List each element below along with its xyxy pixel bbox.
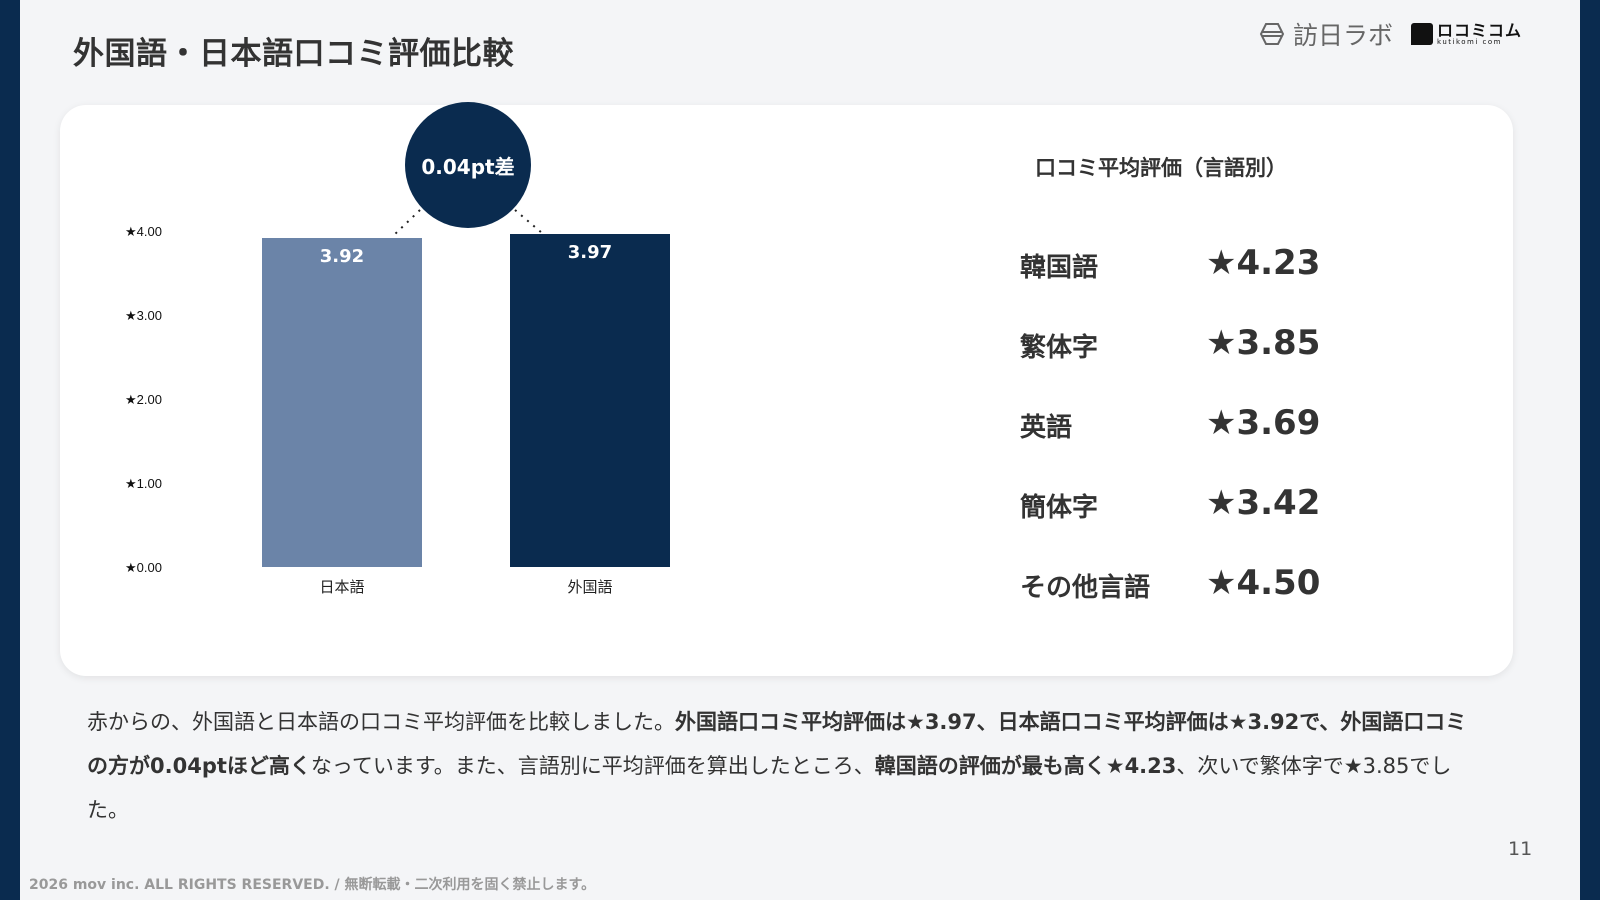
- desc-part-2: なっています。また、言語別に平均評価を算出したところ、: [310, 754, 875, 778]
- lang-score: ★3.69: [1206, 403, 1321, 443]
- desc-bold-1: 外国語口コミ平均評価は★3.97、日本語口コミ平均評価は★3.92で、外国語口コ…: [87, 710, 1467, 778]
- lang-row-other: その他言語 ★4.50: [1020, 563, 1320, 603]
- bar-value-japanese: 3.92: [319, 246, 365, 267]
- lang-row-korean: 韓国語 ★4.23: [1020, 243, 1320, 283]
- y-tick-3: ★3.00: [125, 308, 162, 323]
- x-label-japanese: 日本語: [319, 578, 365, 596]
- lang-score: ★3.42: [1206, 483, 1321, 523]
- left-frame-bar: [0, 0, 20, 900]
- page-number: 11: [1508, 838, 1533, 860]
- difference-bubble: 0.04pt差: [405, 102, 531, 228]
- lang-row-english: 英語 ★3.69: [1020, 403, 1320, 443]
- language-ratings-title: 口コミ平均評価（言語別）: [1035, 156, 1287, 180]
- lang-name: 英語: [1020, 413, 1073, 443]
- speech-bubble-icon: [1410, 23, 1433, 45]
- desc-part-3: 、次いで繁体字で★3.85でした。: [87, 754, 1452, 822]
- houjin-lab-logo: 訪日ラボ: [1259, 16, 1393, 52]
- y-tick-1: ★1.00: [125, 476, 162, 491]
- lang-score: ★4.23: [1206, 243, 1321, 283]
- x-label-foreign: 外国語: [567, 578, 613, 596]
- logo1-text: 訪日ラボ: [1292, 21, 1393, 50]
- desc-part-1: 赤からの、外国語と日本語の口コミ平均評価を比較しました。: [87, 710, 675, 734]
- desc-bold-2: 韓国語の評価が最も高く★4.23: [874, 754, 1177, 778]
- difference-text: 0.04pt差: [421, 154, 515, 179]
- copyright-footer: 2026 mov inc. ALL RIGHTS RESERVED. / 無断転…: [29, 877, 596, 893]
- logos: 訪日ラボ ロコミコム kutikomi com: [1259, 16, 1522, 52]
- description-paragraph: 赤からの、外国語と日本語の口コミ平均評価を比較しました。外国語口コミ平均評価は★…: [87, 700, 1487, 832]
- lang-score: ★4.50: [1206, 563, 1321, 603]
- lang-name: その他言語: [1020, 573, 1151, 603]
- y-tick-2: ★2.00: [125, 392, 162, 407]
- lang-name: 韓国語: [1020, 253, 1099, 283]
- logo2-en-text: kutikomi com: [1436, 37, 1502, 46]
- y-tick-0: ★0.00: [125, 560, 162, 575]
- bar-japanese: 3.92: [262, 238, 422, 567]
- lang-score: ★3.85: [1206, 323, 1321, 363]
- right-frame-bar: [1580, 0, 1600, 900]
- lang-name: 簡体字: [1020, 493, 1099, 523]
- bar-foreign: 3.97: [510, 234, 670, 567]
- lang-name: 繁体字: [1020, 333, 1099, 363]
- bar-value-foreign: 3.97: [567, 242, 613, 263]
- y-tick-4: ★4.00: [125, 224, 162, 239]
- logo2-jp-text: ロコミコム: [1436, 20, 1522, 40]
- connector-dots: [392, 209, 543, 237]
- chart-card: ★0.00 ★1.00 ★2.00 ★3.00 ★4.00 3.92 3.97 …: [60, 102, 1513, 676]
- lang-row-simplified-chinese: 簡体字 ★3.42: [1020, 483, 1320, 523]
- kutikomi-logo: ロコミコム kutikomi com: [1410, 20, 1522, 46]
- lang-row-traditional-chinese: 繁体字 ★3.85: [1020, 323, 1320, 363]
- hexagon-logo-icon: [1259, 23, 1285, 45]
- page-title: 外国語・日本語口コミ評価比較: [73, 36, 514, 72]
